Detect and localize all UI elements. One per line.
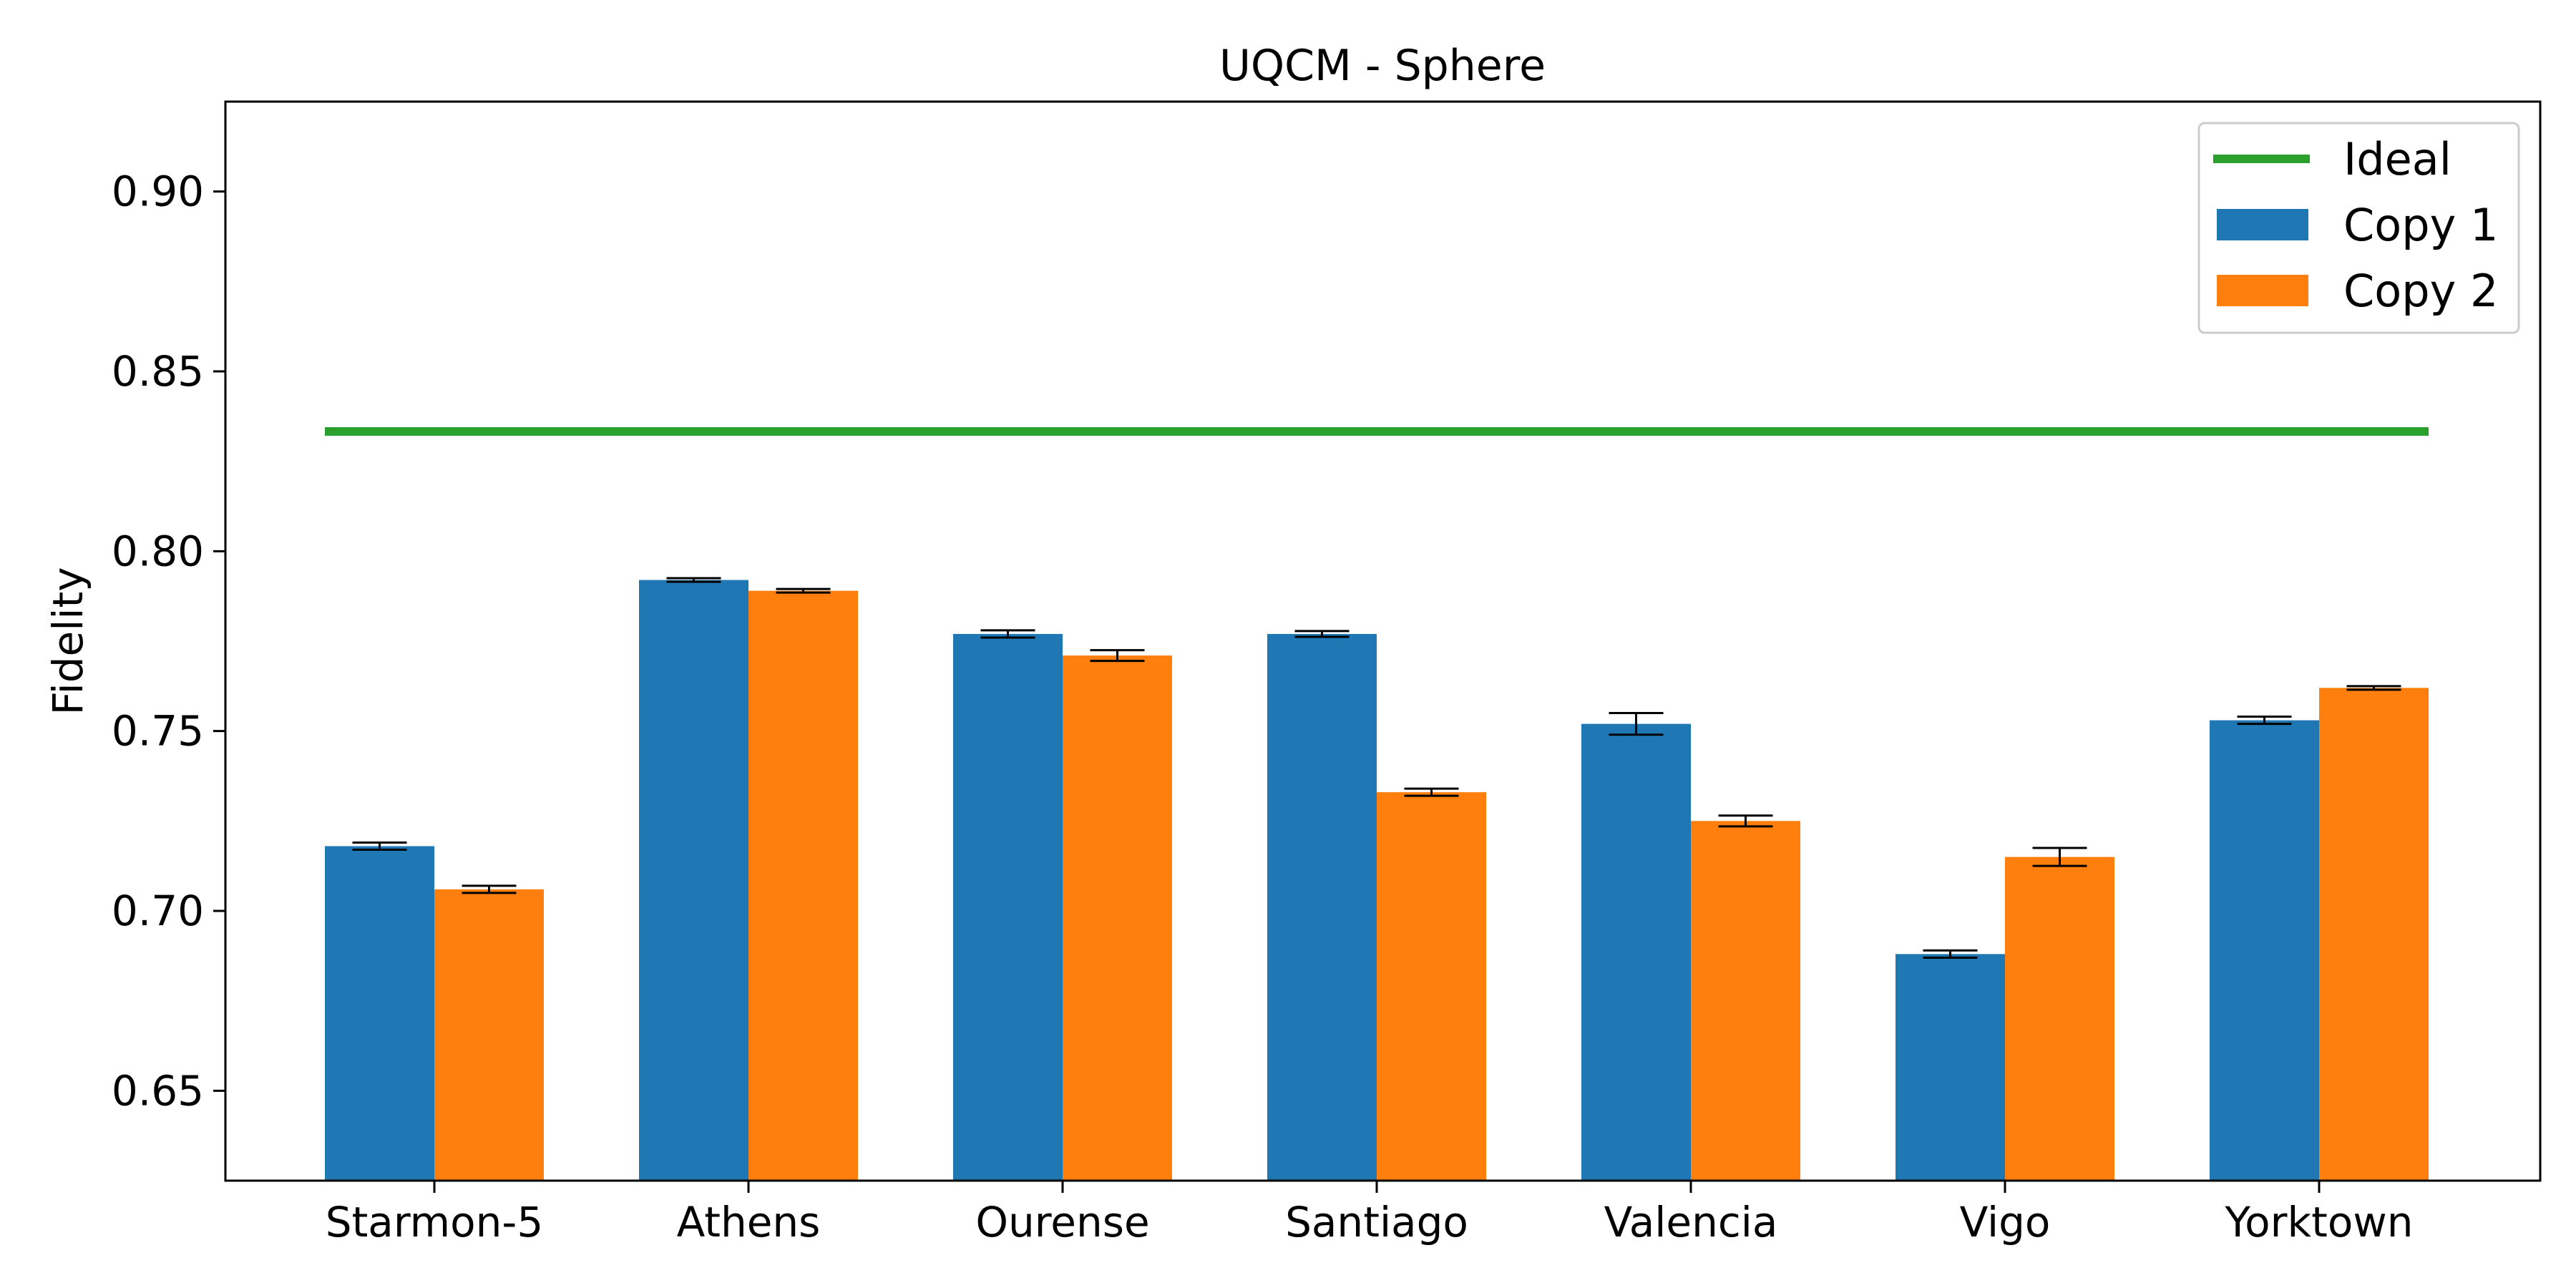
- error-bars-layer: [352, 577, 2401, 959]
- bar-copy-2-starmon-5: [434, 889, 544, 1181]
- y-tick-label: 0.90: [112, 167, 204, 216]
- bar-copy-1-athens: [639, 580, 748, 1181]
- bar-copy-2-athens: [748, 590, 858, 1181]
- y-tick-label: 0.75: [112, 707, 204, 756]
- x-tick-label: Santiago: [1285, 1198, 1468, 1246]
- legend-copy-2-swatch: [2217, 275, 2308, 306]
- legend-copy-1-label: Copy 1: [2343, 199, 2498, 251]
- y-axis: 0.65 0.70 0.75 0.80 0.85 0.90: [112, 167, 225, 1115]
- x-tick-label: Vigo: [1960, 1198, 2051, 1246]
- bar-copy-2-santiago: [1377, 792, 1486, 1181]
- x-tick-label: Ourense: [975, 1198, 1149, 1246]
- bars-layer: [325, 580, 2429, 1181]
- y-tick-label: 0.70: [112, 887, 204, 935]
- bar-copy-1-vigo: [1896, 954, 2005, 1181]
- bar-copy-2-valencia: [1691, 821, 1800, 1181]
- bar-copy-1-yorktown: [2210, 720, 2319, 1181]
- x-tick-label: Yorktown: [2224, 1198, 2413, 1246]
- legend: Ideal Copy 1 Copy 2: [2197, 122, 2520, 334]
- bar-copy-1-starmon-5: [325, 846, 434, 1181]
- chart-title: UQCM - Sphere: [1219, 41, 1546, 91]
- x-axis: Starmon-5 Athens Ourense Santiago Valencia Vi…: [326, 1181, 2414, 1246]
- plot-area-frame: [224, 100, 2542, 1182]
- legend-copy-1-swatch: [2217, 209, 2308, 240]
- bar-copy-2-ourense: [1063, 655, 1172, 1181]
- x-tick-label: Starmon-5: [326, 1198, 544, 1246]
- y-tick-label: 0.65: [112, 1066, 204, 1115]
- y-axis-label: Fidelity: [44, 567, 92, 715]
- bar-copy-1-santiago: [1267, 633, 1377, 1181]
- bar-copy-1-valencia: [1581, 723, 1691, 1181]
- legend-ideal-label: Ideal: [2343, 133, 2451, 185]
- bar-copy-2-vigo: [2005, 857, 2114, 1181]
- bar-copy-1-ourense: [953, 633, 1063, 1181]
- x-tick-label: Athens: [677, 1198, 821, 1246]
- y-tick-label: 0.85: [112, 347, 204, 396]
- bar-copy-2-yorktown: [2319, 688, 2429, 1181]
- x-tick-label: Valencia: [1604, 1198, 1778, 1246]
- legend-copy-2-label: Copy 2: [2343, 265, 2498, 317]
- y-tick-label: 0.80: [112, 527, 204, 575]
